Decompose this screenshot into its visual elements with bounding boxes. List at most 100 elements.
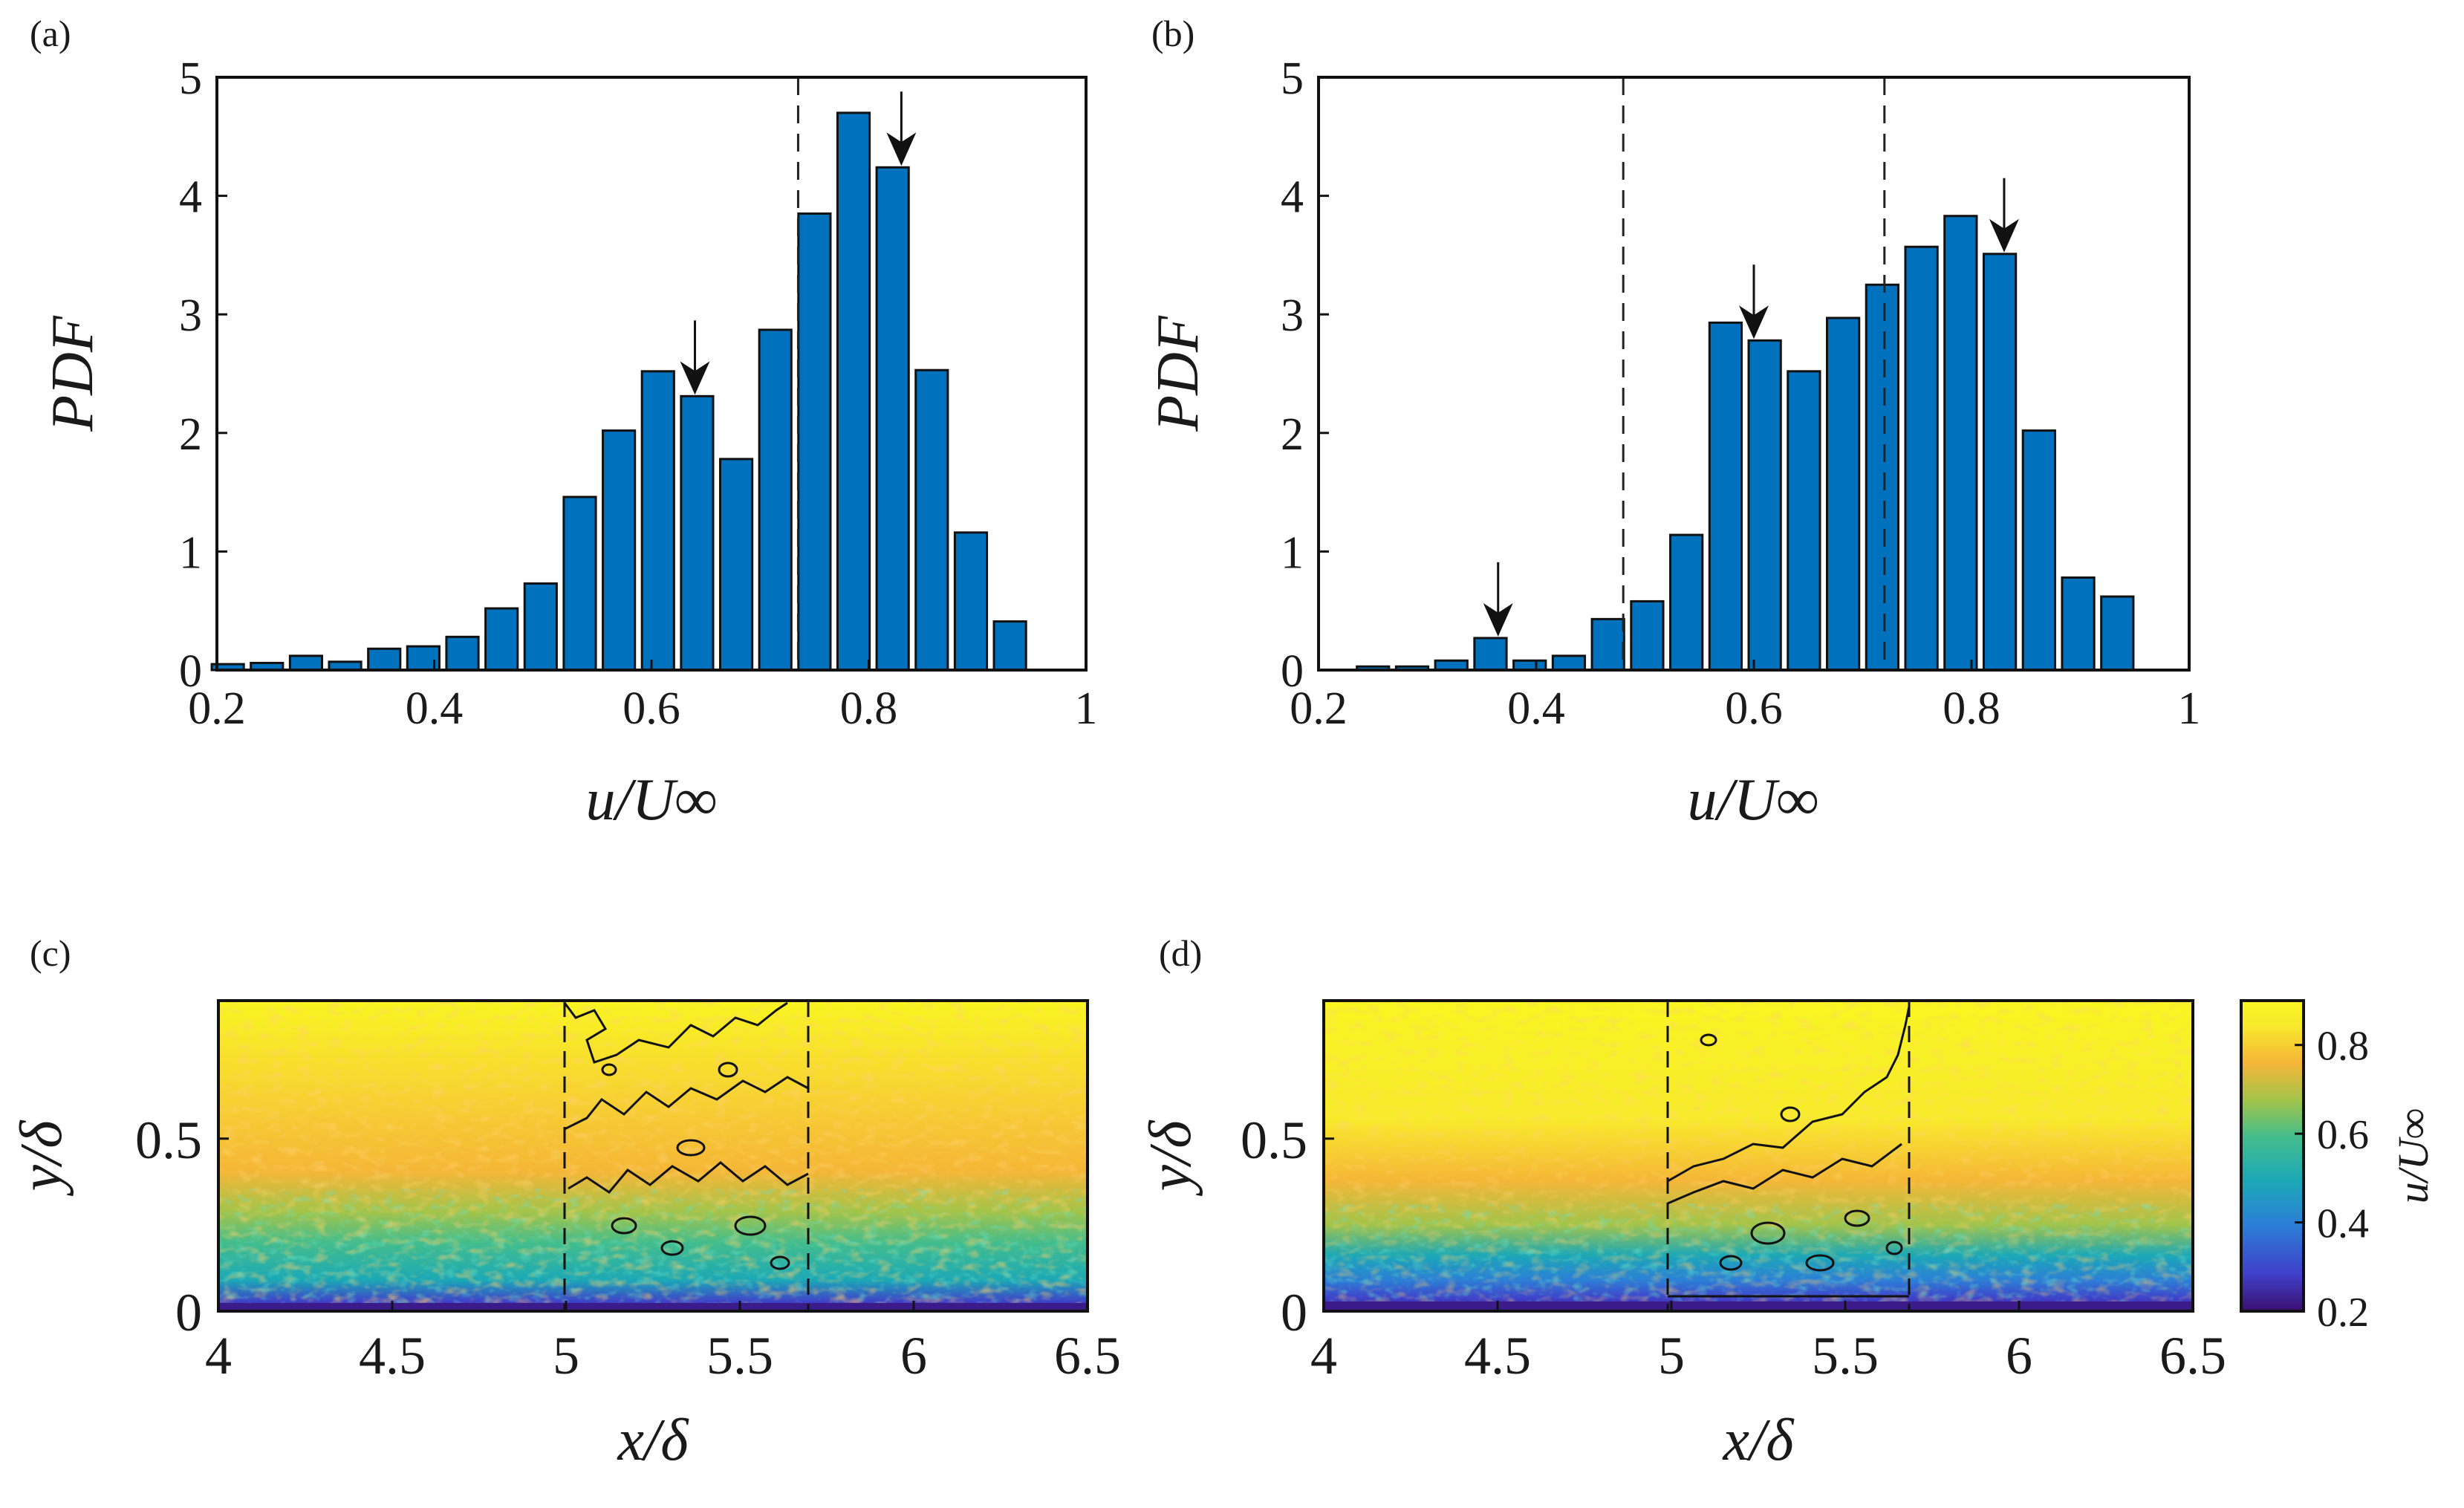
bar-a-20 [992, 620, 1027, 672]
ytick-label-a-4: 4 [179, 172, 202, 223]
bar-a-16 [836, 111, 871, 672]
bar-b-16 [1982, 253, 2018, 672]
field-texture-lower-c [218, 1189, 1088, 1307]
xtick-label-d-1: 4.5 [1464, 1326, 1531, 1385]
xtick-label-c-5: 6.5 [1054, 1326, 1121, 1385]
bar-a-19 [953, 531, 989, 672]
bar-b-10 [1747, 339, 1782, 672]
xtick-label-d-3: 5.5 [1812, 1326, 1879, 1385]
xtick-label-b-0: 0.2 [1290, 683, 1348, 734]
xtick-label-d-4: 6 [2006, 1326, 2032, 1385]
cbar-tick-label-2: 0.6 [2317, 1112, 2369, 1158]
bar-a-18 [914, 368, 949, 672]
y-axis-label-b: PDF [1145, 315, 1211, 432]
arrow-b-1 [1739, 264, 1769, 339]
ytick-label-b-4: 4 [1281, 172, 1304, 223]
panel-d: (d) 4 4.5 5 5.5 6 6.500.5 y/δ x/δ 0.20.40.60.… [1138, 932, 2437, 1473]
bar-b-17 [2021, 429, 2056, 672]
bar-a-14 [758, 328, 793, 672]
x-axis-label-c: x/δ [617, 1408, 690, 1473]
ytick-label-b-2: 2 [1281, 409, 1304, 460]
arrow-b-2 [1989, 178, 2019, 253]
bars-a [210, 111, 1027, 672]
xtick-label-c-4: 6 [900, 1326, 927, 1385]
xtick-label-a-1: 0.4 [406, 683, 464, 734]
panel-b: (b) 0.2 0.4 0.6 0.8 1 0 1 2 3 4 5 PDF u/U∞ [1145, 13, 2201, 833]
bar-a-8 [523, 582, 558, 672]
bar-a-9 [562, 495, 597, 672]
xtick-label-a-3: 0.8 [840, 683, 898, 734]
field-texture-lower-d [1324, 1203, 2193, 1307]
xtick-label-b-2: 0.6 [1725, 683, 1783, 734]
xtick-label-c-3: 5.5 [706, 1326, 773, 1385]
bar-b-7 [1630, 599, 1665, 672]
ticks-d: 4 4.5 5 5.5 6 6.5 0 0.5 [1241, 1111, 2226, 1385]
bar-b-8 [1669, 533, 1704, 672]
ytick-label-a-3: 3 [179, 290, 202, 341]
bar-a-4 [367, 647, 402, 672]
bar-b-19 [2100, 595, 2135, 672]
bar-a-12 [680, 394, 715, 672]
xtick-label-c-2: 5 [553, 1326, 579, 1385]
bar-b-13 [1865, 283, 1899, 672]
ytick-label-d-1: 0.5 [1241, 1111, 1307, 1170]
bar-a-11 [640, 370, 675, 672]
y-axis-label-d: y/δ [1138, 1119, 1203, 1197]
arrow-a-1 [886, 91, 917, 166]
ytick-label-c-1: 0.5 [135, 1111, 202, 1170]
ytick-label-b-1: 1 [1281, 527, 1304, 578]
cbar-tick-label-0: 0.2 [2317, 1290, 2369, 1336]
bar-a-17 [875, 166, 910, 672]
bars-b [1356, 215, 2135, 672]
axes-frame-d [1322, 999, 2194, 1313]
xtick-label-a-0: 0.2 [188, 683, 246, 734]
arrows-a [680, 91, 917, 395]
xtick-label-c-1: 4.5 [359, 1326, 426, 1385]
cbar-tick-label-1: 0.4 [2317, 1201, 2369, 1247]
x-axis-label-b: u/U∞ [1687, 767, 1818, 833]
y-axis-label-c: y/δ [9, 1119, 74, 1197]
ytick-label-c-0: 0 [175, 1283, 202, 1342]
xtick-label-d-0: 4 [1310, 1326, 1337, 1385]
cbar-tick-label-3: 0.8 [2317, 1024, 2369, 1070]
bar-a-13 [718, 458, 754, 672]
panel-label-b: (b) [1151, 13, 1194, 54]
x-axis-label-a: u/U∞ [585, 767, 717, 833]
xtick-label-d-5: 6.5 [2159, 1326, 2226, 1385]
xtick-label-d-2: 5 [1658, 1326, 1685, 1385]
panel-label-d: (d) [1159, 932, 1202, 974]
contour-c [563, 1001, 809, 1270]
y-axis-label-a: PDF [40, 315, 105, 432]
ytick-label-a-0: 0 [179, 646, 202, 697]
bar-a-6 [445, 635, 480, 672]
ytick-label-b-0: 0 [1281, 646, 1304, 697]
bar-b-3 [1473, 637, 1508, 672]
axes-frame-c [217, 999, 1089, 1313]
xtick-label-a-2: 0.6 [622, 683, 680, 734]
x-axis-label-d: x/δ [1723, 1408, 1795, 1473]
ytick-label-a-2: 2 [179, 409, 202, 460]
bar-a-10 [602, 429, 637, 672]
wall-layer-c [218, 1303, 1088, 1311]
bar-b-11 [1787, 370, 1821, 672]
bar-a-2 [288, 654, 324, 672]
colorbar-ticks: 0.2 0.4 0.6 0.8 [2295, 1024, 2369, 1336]
bar-a-7 [484, 607, 519, 672]
xtick-label-b-3: 0.8 [1943, 683, 2000, 734]
bar-b-9 [1708, 321, 1743, 672]
xtick-label-b-4: 1 [2178, 683, 2201, 734]
ytick-label-a-5: 5 [179, 53, 202, 104]
arrow-b-0 [1483, 562, 1513, 637]
bar-b-18 [2061, 576, 2096, 672]
ytick-label-b-3: 3 [1281, 290, 1304, 341]
panel-c: (c) 4 4.5 5 5.5 6 6.5 0 0.5 y/δ x/δ [9, 932, 1121, 1473]
ytick-label-b-5: 5 [1281, 53, 1304, 104]
colorbar-label: u/U∞ [2389, 1108, 2437, 1203]
wall-layer-d [1324, 1301, 2193, 1311]
xtick-label-c-0: 4 [205, 1326, 232, 1385]
contour-d [1667, 1006, 1911, 1298]
bar-a-15 [797, 212, 832, 672]
arrows-b [1483, 178, 2019, 637]
bar-b-12 [1826, 316, 1861, 672]
xtick-label-b-1: 0.4 [1507, 683, 1565, 734]
